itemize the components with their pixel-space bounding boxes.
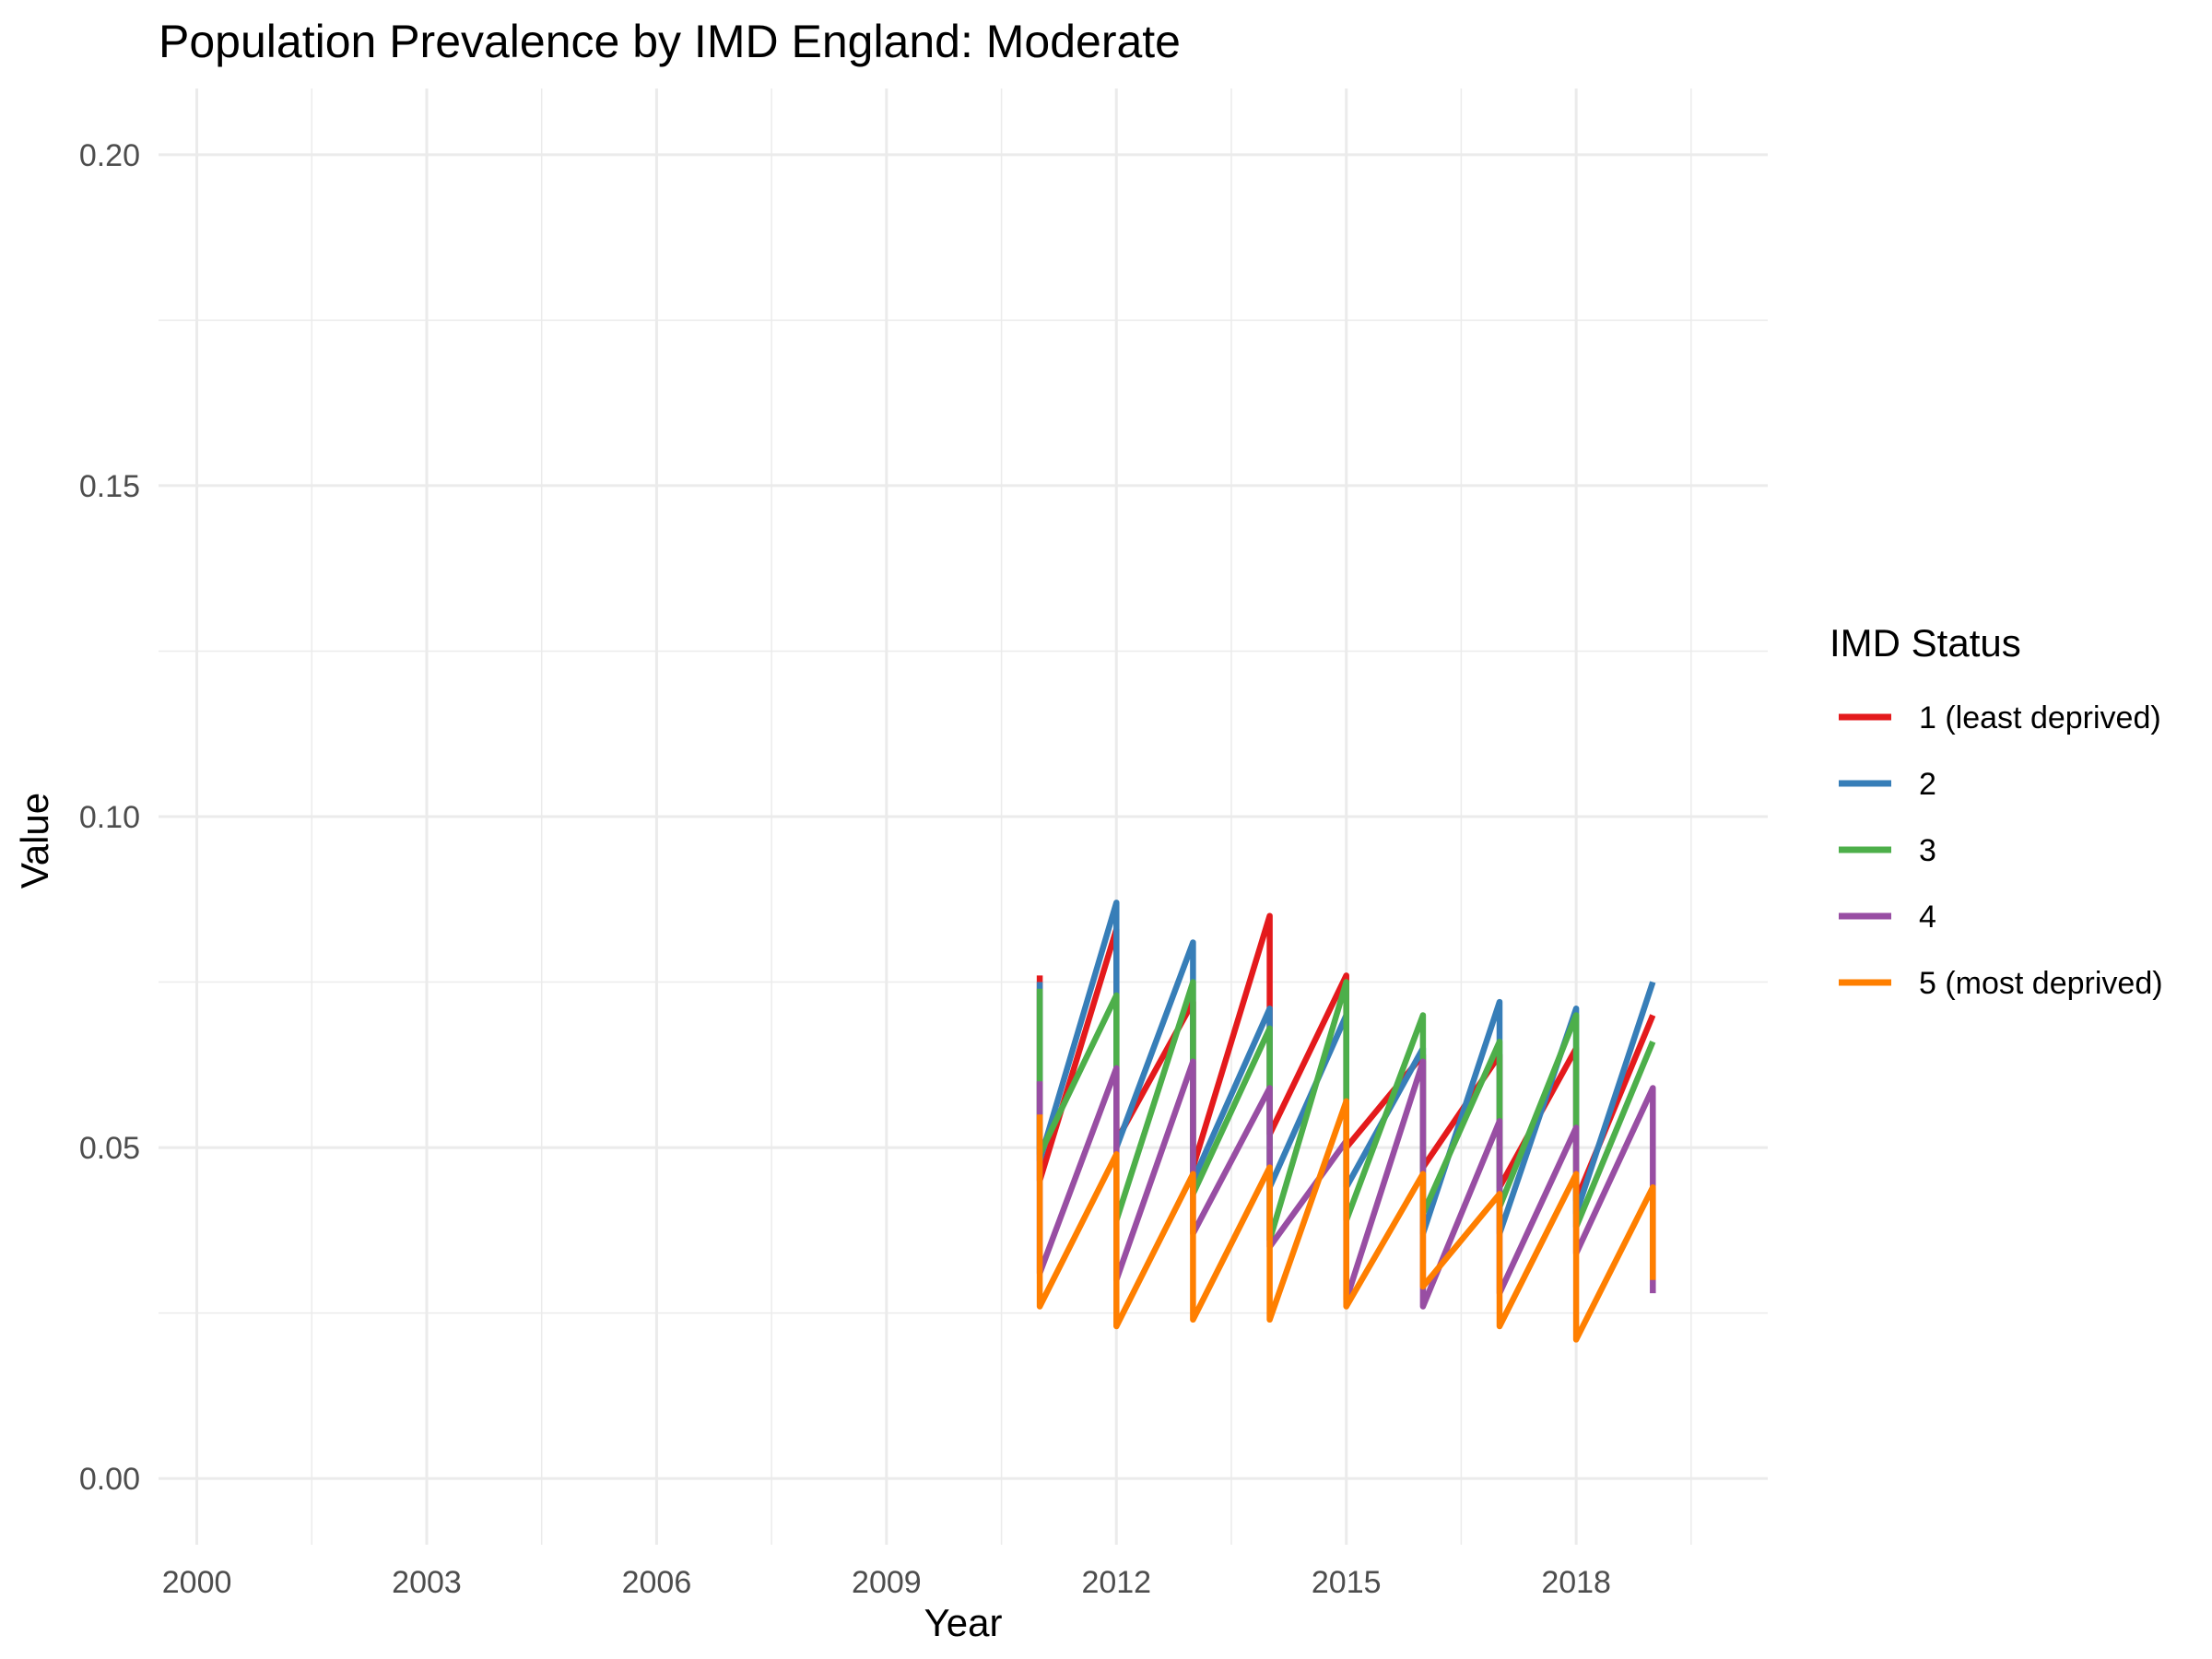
y-tick-label: 0.10 xyxy=(79,800,140,835)
y-axis-ticks: 0.00 0.05 0.10 0.15 0.20 xyxy=(79,138,140,1497)
x-tick-label: 2018 xyxy=(1541,1565,1611,1600)
legend-title: IMD Status xyxy=(1830,621,2021,665)
y-tick-label: 0.20 xyxy=(79,138,140,173)
y-tick-label: 0.15 xyxy=(79,469,140,504)
legend-label-5: 5 (most deprived) xyxy=(1919,966,2163,1001)
legend-label-3: 3 xyxy=(1919,833,1936,868)
legend-items: 1 (least deprived) 2 3 4 5 (most deprived) xyxy=(1839,700,2163,1001)
y-tick-label: 0.00 xyxy=(79,1462,140,1497)
legend-label-2: 2 xyxy=(1919,767,1936,802)
x-tick-label: 2006 xyxy=(622,1565,692,1600)
grid xyxy=(159,88,1768,1545)
series-lines xyxy=(1036,900,1656,1343)
x-tick-label: 2015 xyxy=(1312,1565,1382,1600)
y-axis-title: Value xyxy=(13,793,56,888)
x-tick-label: 2003 xyxy=(392,1565,462,1600)
legend: IMD Status 1 (least deprived) 2 3 4 5 (most … xyxy=(1830,621,2163,1001)
x-axis-title: Year xyxy=(924,1601,1003,1644)
x-tick-label: 2009 xyxy=(852,1565,922,1600)
chart-title: Population Prevalence by IMD England: Mo… xyxy=(159,16,1181,67)
legend-label-1: 1 (least deprived) xyxy=(1919,700,2161,735)
x-axis-ticks: 2000 2003 2006 2009 2012 2015 2018 xyxy=(162,1565,1611,1600)
legend-label-4: 4 xyxy=(1919,900,1936,935)
series-line-5 xyxy=(1036,1098,1656,1343)
y-tick-label: 0.05 xyxy=(79,1131,140,1166)
x-tick-label: 2012 xyxy=(1081,1565,1151,1600)
x-tick-label: 2000 xyxy=(162,1565,232,1600)
